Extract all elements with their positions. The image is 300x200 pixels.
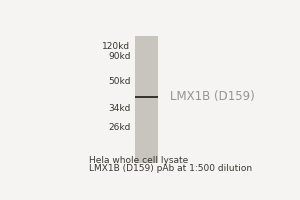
- Text: Hela whole cell lysate: Hela whole cell lysate: [89, 156, 188, 165]
- Bar: [135, 96, 158, 98]
- Text: 50kd: 50kd: [108, 77, 130, 86]
- Text: 34kd: 34kd: [108, 104, 130, 113]
- Text: 90kd: 90kd: [108, 52, 130, 61]
- Bar: [135, 96, 158, 98]
- Text: 120kd: 120kd: [102, 42, 130, 51]
- Text: 26kd: 26kd: [108, 123, 130, 132]
- Text: LMX1B (D159): LMX1B (D159): [170, 90, 255, 103]
- Text: LMX1B (D159) pAb at 1:500 dilution: LMX1B (D159) pAb at 1:500 dilution: [89, 164, 252, 173]
- Bar: [135, 36, 158, 163]
